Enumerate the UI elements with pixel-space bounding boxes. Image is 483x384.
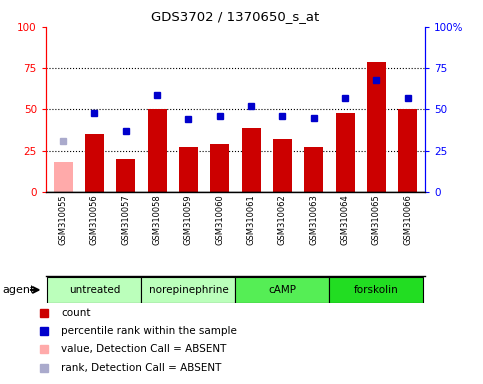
- Text: cAMP: cAMP: [269, 285, 297, 295]
- Title: GDS3702 / 1370650_s_at: GDS3702 / 1370650_s_at: [151, 10, 320, 23]
- Text: GSM310056: GSM310056: [90, 195, 99, 245]
- Bar: [398, 109, 417, 192]
- Text: value, Detection Call = ABSENT: value, Detection Call = ABSENT: [61, 344, 227, 354]
- Bar: [273, 139, 292, 192]
- Bar: [47, 277, 142, 303]
- Text: norepinephrine: norepinephrine: [149, 285, 228, 295]
- Text: percentile rank within the sample: percentile rank within the sample: [61, 326, 237, 336]
- Bar: [116, 159, 135, 192]
- Bar: [179, 147, 198, 192]
- Bar: [304, 147, 323, 192]
- Text: GSM310060: GSM310060: [215, 195, 224, 245]
- Bar: [367, 61, 386, 192]
- Text: GSM310063: GSM310063: [309, 195, 318, 245]
- Text: count: count: [61, 308, 91, 318]
- Text: agent: agent: [2, 285, 35, 295]
- Text: GSM310066: GSM310066: [403, 195, 412, 245]
- Bar: [336, 113, 355, 192]
- Bar: [142, 277, 236, 303]
- Bar: [85, 134, 104, 192]
- Text: GSM310061: GSM310061: [247, 195, 256, 245]
- Text: untreated: untreated: [69, 285, 120, 295]
- Bar: [242, 127, 260, 192]
- Text: GSM310062: GSM310062: [278, 195, 287, 245]
- Text: GSM310058: GSM310058: [153, 195, 162, 245]
- Bar: [54, 162, 72, 192]
- Bar: [236, 277, 329, 303]
- Text: forskolin: forskolin: [354, 285, 399, 295]
- Text: GSM310059: GSM310059: [184, 195, 193, 245]
- Bar: [148, 109, 167, 192]
- Text: GSM310064: GSM310064: [341, 195, 350, 245]
- Text: GSM310055: GSM310055: [58, 195, 68, 245]
- Bar: [329, 277, 424, 303]
- Text: rank, Detection Call = ABSENT: rank, Detection Call = ABSENT: [61, 363, 222, 373]
- Text: GSM310057: GSM310057: [121, 195, 130, 245]
- Bar: [211, 144, 229, 192]
- Text: GSM310065: GSM310065: [372, 195, 381, 245]
